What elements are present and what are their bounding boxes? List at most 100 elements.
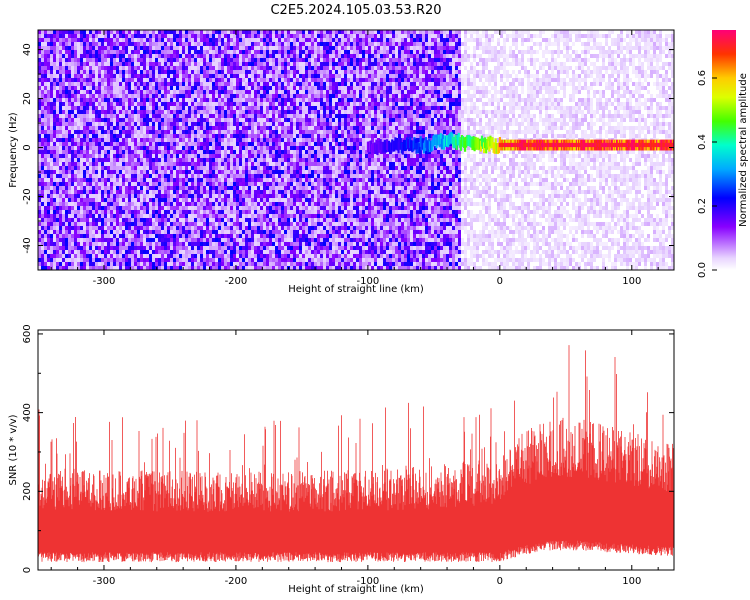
heatmap-cell (56, 34, 59, 38)
heatmap-cell (170, 34, 173, 38)
heatmap-cell (50, 214, 53, 218)
heatmap-cell (122, 142, 125, 146)
heatmap-cell (248, 154, 251, 158)
spectrogram-cells (38, 30, 674, 270)
heatmap-cell (245, 102, 248, 106)
heatmap-cell (251, 214, 254, 218)
heatmap-cell (158, 194, 161, 198)
heatmap-cell (185, 90, 188, 94)
heatmap-cell (101, 202, 104, 206)
heatmap-cell (164, 258, 167, 262)
heatmap-cell (44, 230, 47, 234)
heatmap-cell (110, 102, 113, 106)
heatmap-cell (272, 114, 275, 118)
heatmap-cell (194, 166, 197, 170)
heatmap-cell (227, 34, 230, 38)
heatmap-cell (125, 190, 128, 194)
heatmap-cell (200, 62, 203, 66)
heatmap-cell (38, 190, 41, 194)
heatmap-cell (65, 86, 68, 90)
heatmap-cell (197, 186, 200, 190)
heatmap-cell (89, 178, 92, 182)
heatmap-cell (80, 42, 83, 46)
heatmap-cell (194, 154, 197, 158)
heatmap-cell (119, 258, 122, 262)
heatmap-cell (221, 70, 224, 74)
heatmap-cell (74, 74, 77, 78)
heatmap-cell (53, 66, 56, 70)
heatmap-cell (122, 62, 125, 66)
heatmap-cell (173, 126, 176, 130)
heatmap-cell (71, 146, 74, 150)
heatmap-cell (233, 202, 236, 206)
heatmap-cell (161, 74, 164, 78)
heatmap-cell (68, 214, 71, 218)
heatmap-cell (104, 78, 107, 82)
heatmap-cell (257, 62, 260, 66)
heatmap-cell (281, 262, 284, 266)
heatmap-cell (101, 90, 104, 94)
heatmap-cell (89, 138, 92, 142)
heatmap-cell (173, 222, 176, 226)
heatmap-cell (218, 186, 221, 190)
heatmap-cell (158, 106, 161, 110)
heatmap-cell (257, 54, 260, 58)
heatmap-cell (113, 134, 116, 138)
heatmap-cell (80, 218, 83, 222)
heatmap-cell (263, 90, 266, 94)
heatmap-cell (230, 134, 233, 138)
heatmap-cell (47, 246, 50, 250)
heatmap-cell (218, 254, 221, 258)
heatmap-cell (83, 214, 86, 218)
heatmap-cell (128, 242, 131, 246)
heatmap-cell (53, 54, 56, 58)
heatmap-cell (110, 126, 113, 130)
heatmap-cell (158, 186, 161, 190)
heatmap-cell (56, 50, 59, 54)
heatmap-cell (278, 66, 281, 70)
heatmap-cell (56, 202, 59, 206)
heatmap-cell (206, 102, 209, 106)
heatmap-cell (212, 246, 215, 250)
heatmap-cell (176, 82, 179, 86)
heatmap-cell (215, 222, 218, 226)
heatmap-cell (47, 142, 50, 146)
heatmap-cell (122, 102, 125, 106)
heatmap-cell (128, 50, 131, 54)
heatmap-cell (236, 226, 239, 230)
heatmap-cell (179, 54, 182, 58)
heatmap-cell (161, 230, 164, 234)
heatmap-cell (68, 62, 71, 66)
heatmap-cell (179, 230, 182, 234)
heatmap-cell (50, 230, 53, 234)
heatmap-cell (44, 42, 47, 46)
heatmap-cell (233, 106, 236, 110)
heatmap-cell (161, 114, 164, 118)
heatmap-cell (56, 226, 59, 230)
heatmap-cell (122, 146, 125, 150)
heatmap-cell (131, 230, 134, 234)
heatmap-cell (266, 62, 269, 66)
heatmap-cell (173, 242, 176, 246)
heatmap-cell (182, 38, 185, 42)
heatmap-cell (140, 178, 143, 182)
heatmap-cell (110, 146, 113, 150)
heatmap-cell (113, 266, 116, 270)
heatmap-cell (230, 158, 233, 162)
heatmap-cell (263, 190, 266, 194)
heatmap-cell (50, 174, 53, 178)
heatmap-cell (287, 34, 290, 38)
heatmap-cell (173, 82, 176, 86)
heatmap-cell (104, 30, 107, 34)
heatmap-cell (188, 214, 191, 218)
heatmap-cell (167, 110, 170, 114)
heatmap-cell (128, 238, 131, 242)
heatmap-cell (203, 126, 206, 130)
heatmap-cell (284, 154, 287, 158)
heatmap-cell (254, 110, 257, 114)
heatmap-cell (77, 150, 80, 154)
heatmap-cell (146, 258, 149, 262)
heatmap-cell (65, 46, 68, 50)
heatmap-cell (254, 94, 257, 98)
heatmap-cell (188, 50, 191, 54)
